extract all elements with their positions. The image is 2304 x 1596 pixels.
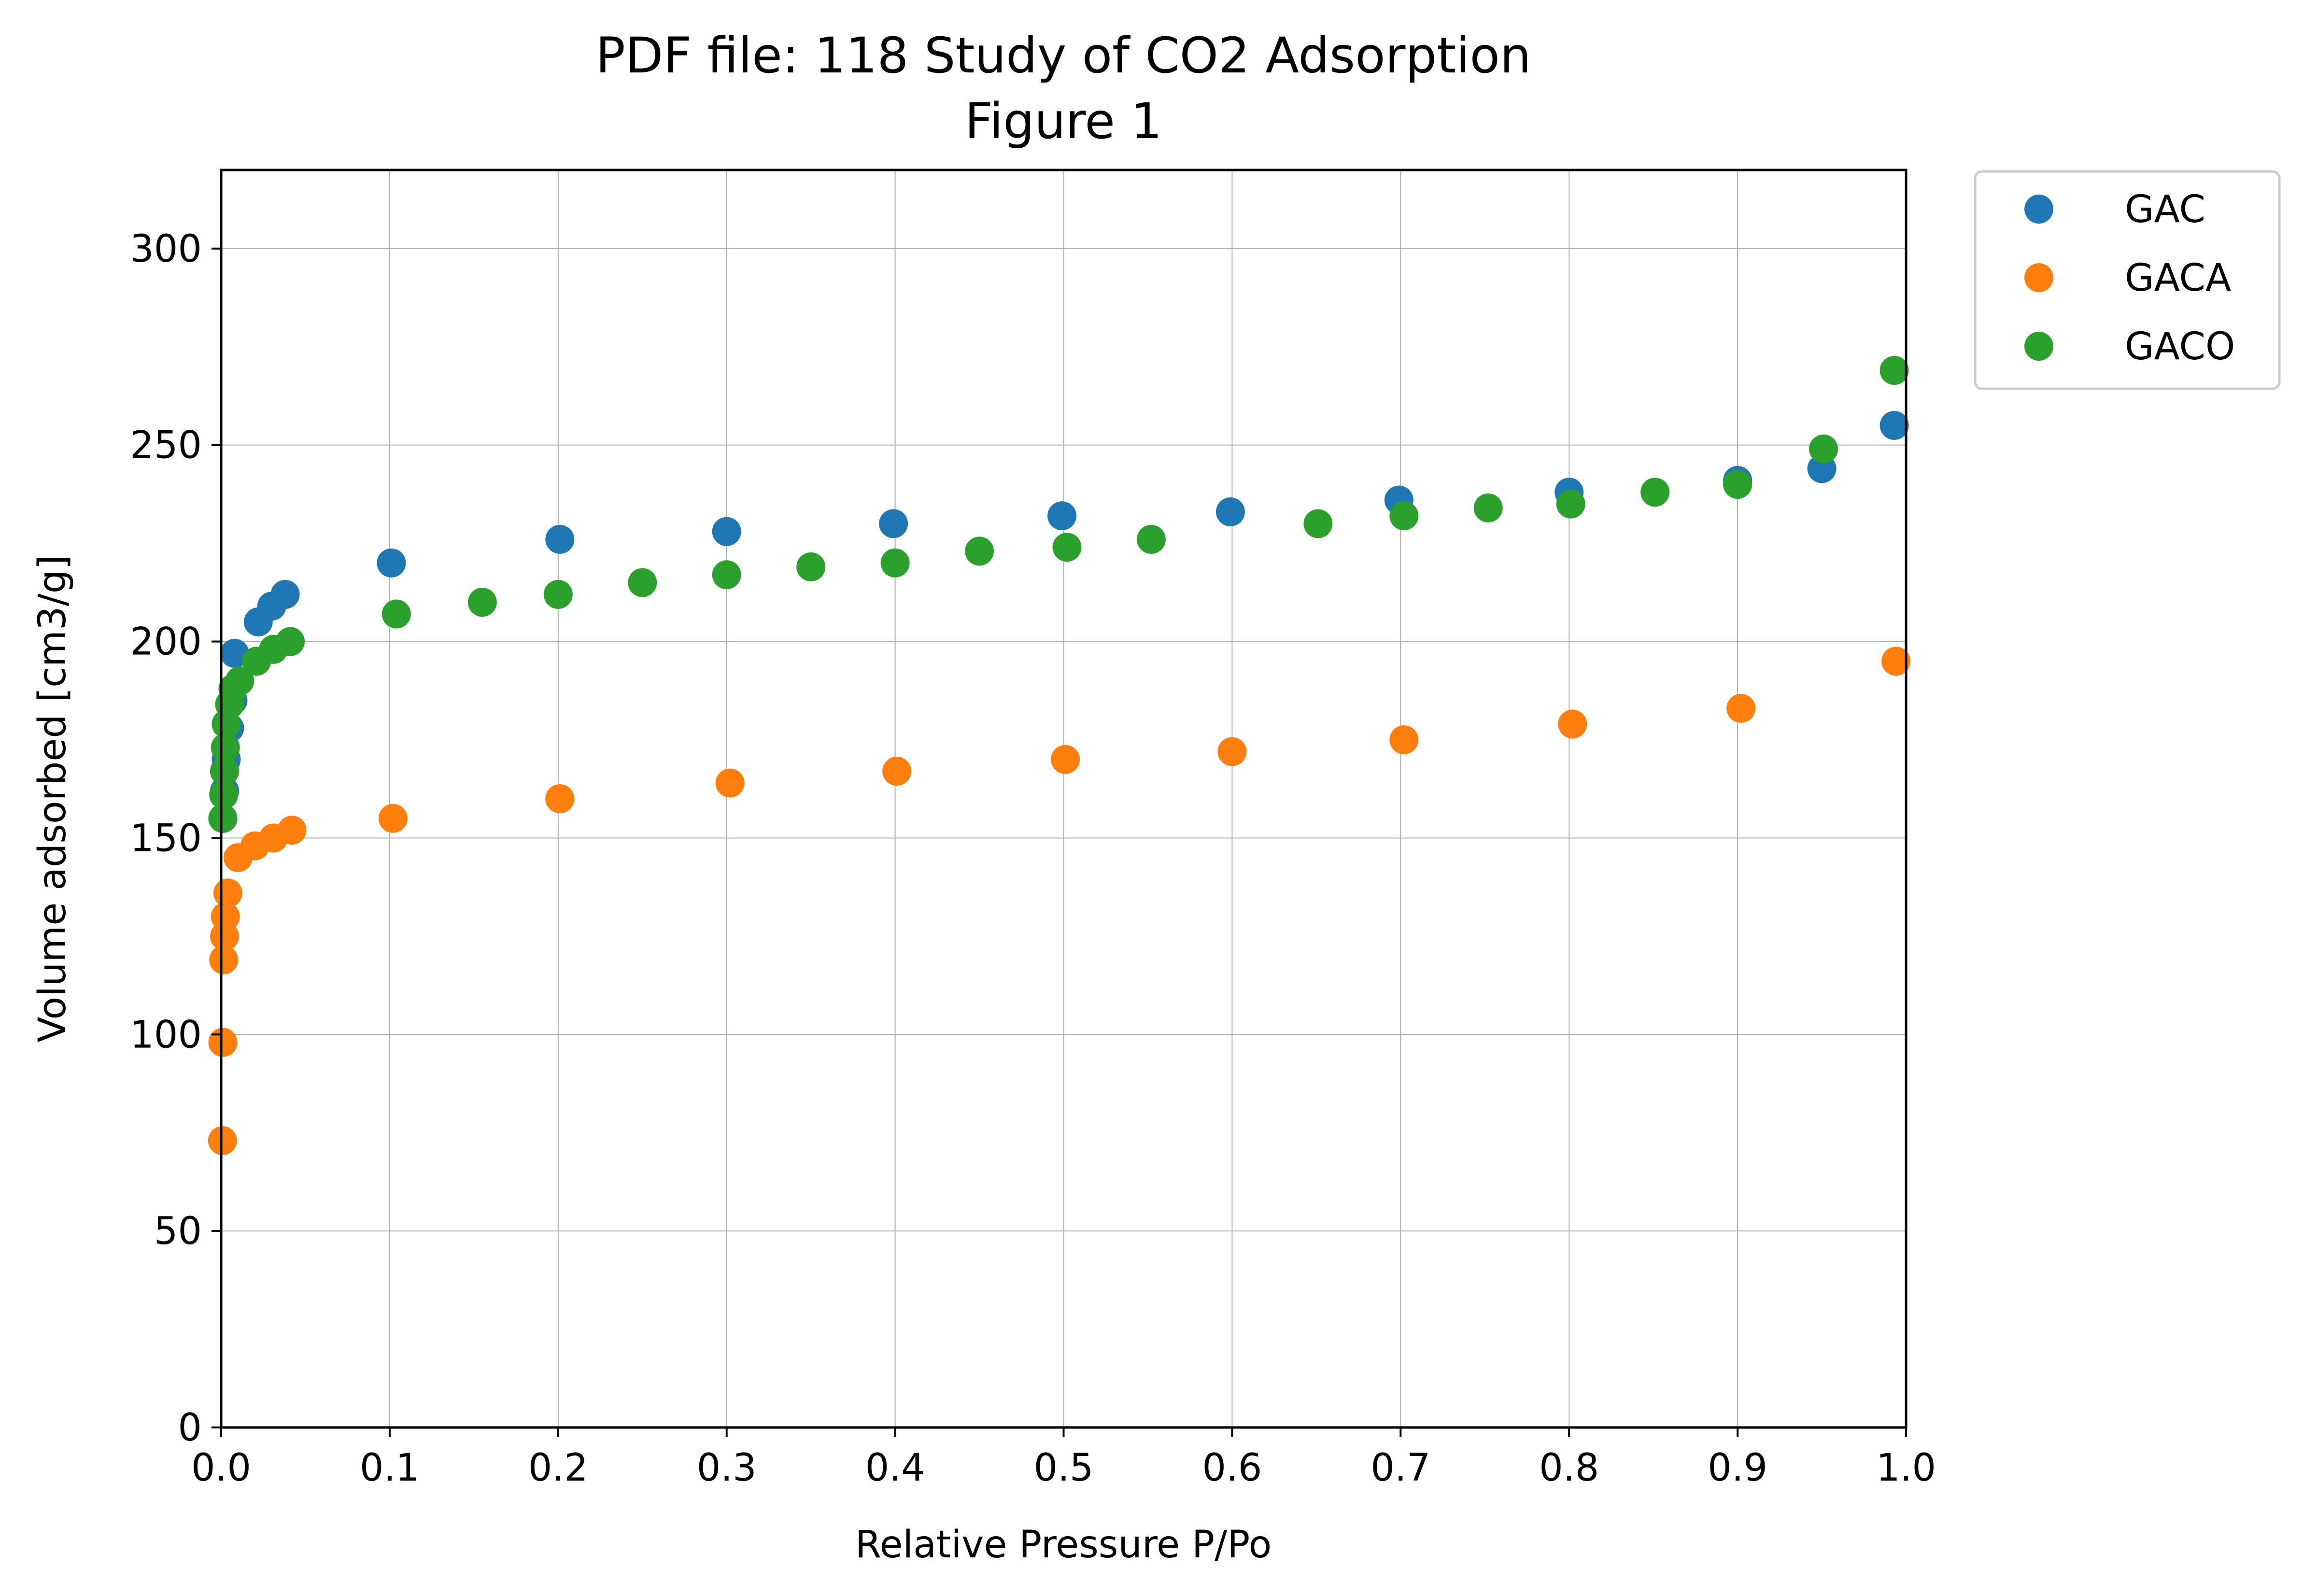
y-tick-label: 100 (130, 1013, 202, 1057)
data-point (208, 1028, 238, 1057)
data-point (1389, 501, 1419, 531)
data-point (545, 784, 575, 813)
data-point (210, 757, 239, 786)
legend-marker (2024, 195, 2053, 224)
x-axis-label: Relative Pressure P/Po (855, 1523, 1272, 1567)
y-axis: 0 50 100 150 200 250 300 (130, 227, 221, 1450)
data-point (211, 733, 240, 763)
data-point (208, 804, 238, 833)
data-point (209, 945, 239, 975)
data-point (270, 579, 300, 609)
data-point (1556, 489, 1585, 519)
legend-marker (2024, 332, 2053, 361)
data-point (225, 666, 254, 695)
y-tick-label: 50 (154, 1210, 202, 1253)
legend-label: GAC (2125, 188, 2205, 231)
x-tick-label: 0.4 (865, 1446, 925, 1490)
data-point (213, 878, 242, 908)
x-axis: 0.0 0.1 0.2 0.3 0.4 0.5 0.6 0.7 0.8 0.9 1.0 (191, 1427, 1936, 1490)
legend-label: GACA (2125, 256, 2231, 300)
data-point (1473, 493, 1503, 523)
data-point (1217, 737, 1247, 766)
x-tick-label: 0.5 (1033, 1446, 1093, 1490)
x-tick-label: 0.2 (528, 1446, 588, 1490)
data-point (1389, 725, 1419, 754)
y-tick-label: 200 (130, 621, 202, 664)
data-point (1809, 434, 1838, 464)
data-point (796, 552, 826, 581)
data-point (220, 638, 249, 668)
legend-frame (1974, 170, 2281, 390)
data-point (715, 768, 745, 798)
x-tick-label: 0.1 (360, 1446, 420, 1490)
y-tick-label: 250 (130, 424, 202, 467)
data-point (628, 568, 657, 597)
data-point (1726, 693, 1756, 723)
data-point (880, 548, 910, 578)
data-point (1881, 647, 1911, 676)
x-tick-label: 0.9 (1708, 1446, 1767, 1490)
data-point (276, 627, 305, 656)
x-tick-label: 0.7 (1371, 1446, 1430, 1490)
data-point (382, 599, 411, 629)
data-point (545, 524, 575, 554)
legend-marker (2024, 263, 2053, 292)
data-point (965, 537, 994, 566)
data-point (1880, 356, 1909, 385)
series-gaco (208, 356, 1909, 833)
data-point (467, 588, 497, 617)
chart-title: PDF file: 118 Study of CO2 Adsorption (595, 27, 1531, 85)
x-tick-label: 0.6 (1202, 1446, 1262, 1490)
x-tick-label: 0.8 (1539, 1446, 1599, 1490)
chart-subtitle: Figure 1 (965, 93, 1162, 150)
data-point (1050, 745, 1080, 774)
data-point (1640, 478, 1670, 507)
x-tick-label: 0.0 (191, 1446, 251, 1490)
data-point (277, 816, 307, 845)
y-axis-label: Volume adsorbed [cm3/g] (31, 555, 74, 1043)
data-point (1558, 709, 1587, 739)
data-point (1723, 470, 1753, 499)
y-tick-label: 300 (130, 227, 202, 271)
data-point (879, 509, 908, 538)
data-point (712, 517, 741, 546)
legend: GAC GACA GACO (1974, 170, 2281, 390)
legend-label: GACO (2125, 325, 2235, 368)
data-point (208, 1126, 237, 1155)
data-point (1136, 524, 1166, 554)
data-point (1052, 533, 1082, 562)
data-point (377, 548, 406, 578)
x-tick-label: 0.3 (697, 1446, 757, 1490)
y-tick-label: 0 (178, 1406, 202, 1450)
data-point (882, 757, 912, 786)
data-point (1047, 501, 1077, 531)
x-tick-label: 1.0 (1876, 1446, 1936, 1490)
data-point (378, 804, 408, 833)
data-point (1216, 497, 1245, 526)
data-point (712, 560, 741, 590)
data-point (209, 780, 239, 809)
data-point (1880, 410, 1909, 440)
data-point (1303, 509, 1333, 538)
y-tick-label: 150 (130, 817, 202, 860)
data-point (211, 902, 240, 932)
data-point (543, 579, 573, 609)
